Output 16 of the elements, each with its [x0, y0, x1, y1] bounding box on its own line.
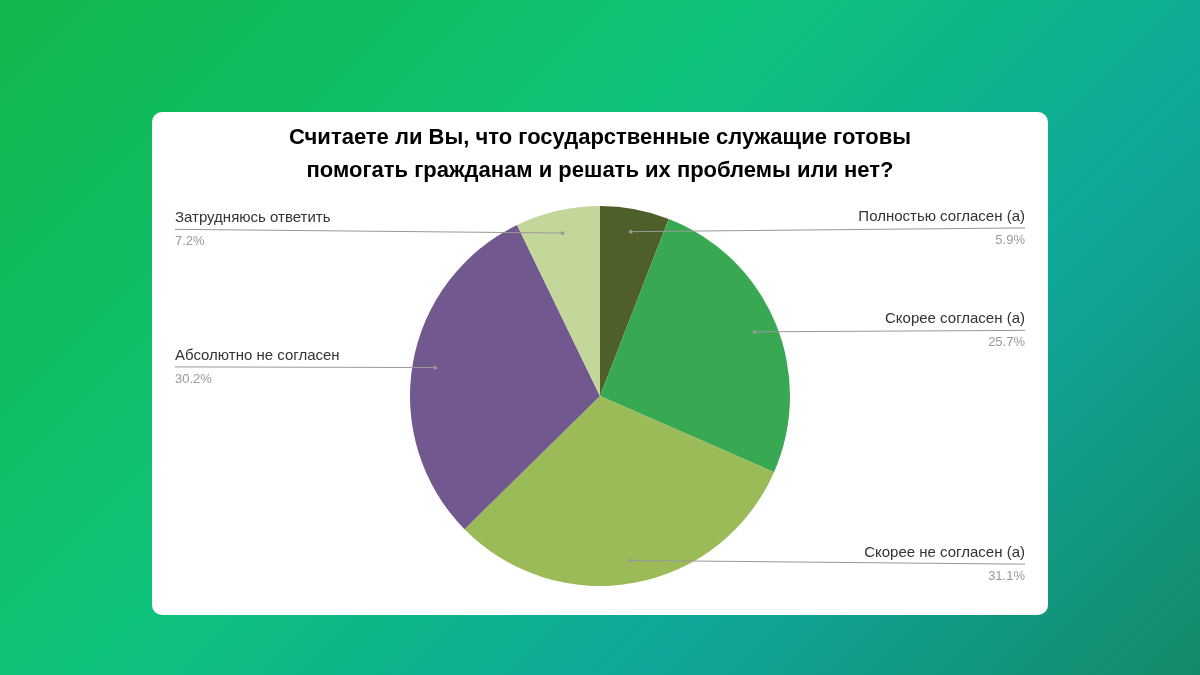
pie-slice	[410, 225, 600, 530]
slice-label: Абсолютно не согласен	[175, 345, 340, 363]
slice-label: Затрудняюсь ответить	[175, 208, 331, 226]
data-label: 31.1%	[988, 568, 1026, 584]
chart-title: Считаете ли Вы, что государственные служащие готовы помогать гражданам и решать их проблемы или нет?	[288, 124, 912, 182]
slice-label: Полностью согласен (а)	[858, 206, 1025, 224]
pie-slice	[517, 206, 600, 396]
data-label: 5.9%	[995, 231, 1026, 247]
data-label: 25.7%	[988, 334, 1026, 350]
pie-slice	[600, 218, 790, 473]
data-label: 30.2%	[175, 370, 213, 386]
data-label: 7.2%	[175, 233, 206, 249]
pie-slice	[600, 206, 669, 396]
pie-slice	[464, 396, 775, 586]
slice-label: Скорее согласен (а)	[885, 309, 1025, 327]
slice-label: Скорее не согласен (а)	[864, 543, 1025, 561]
